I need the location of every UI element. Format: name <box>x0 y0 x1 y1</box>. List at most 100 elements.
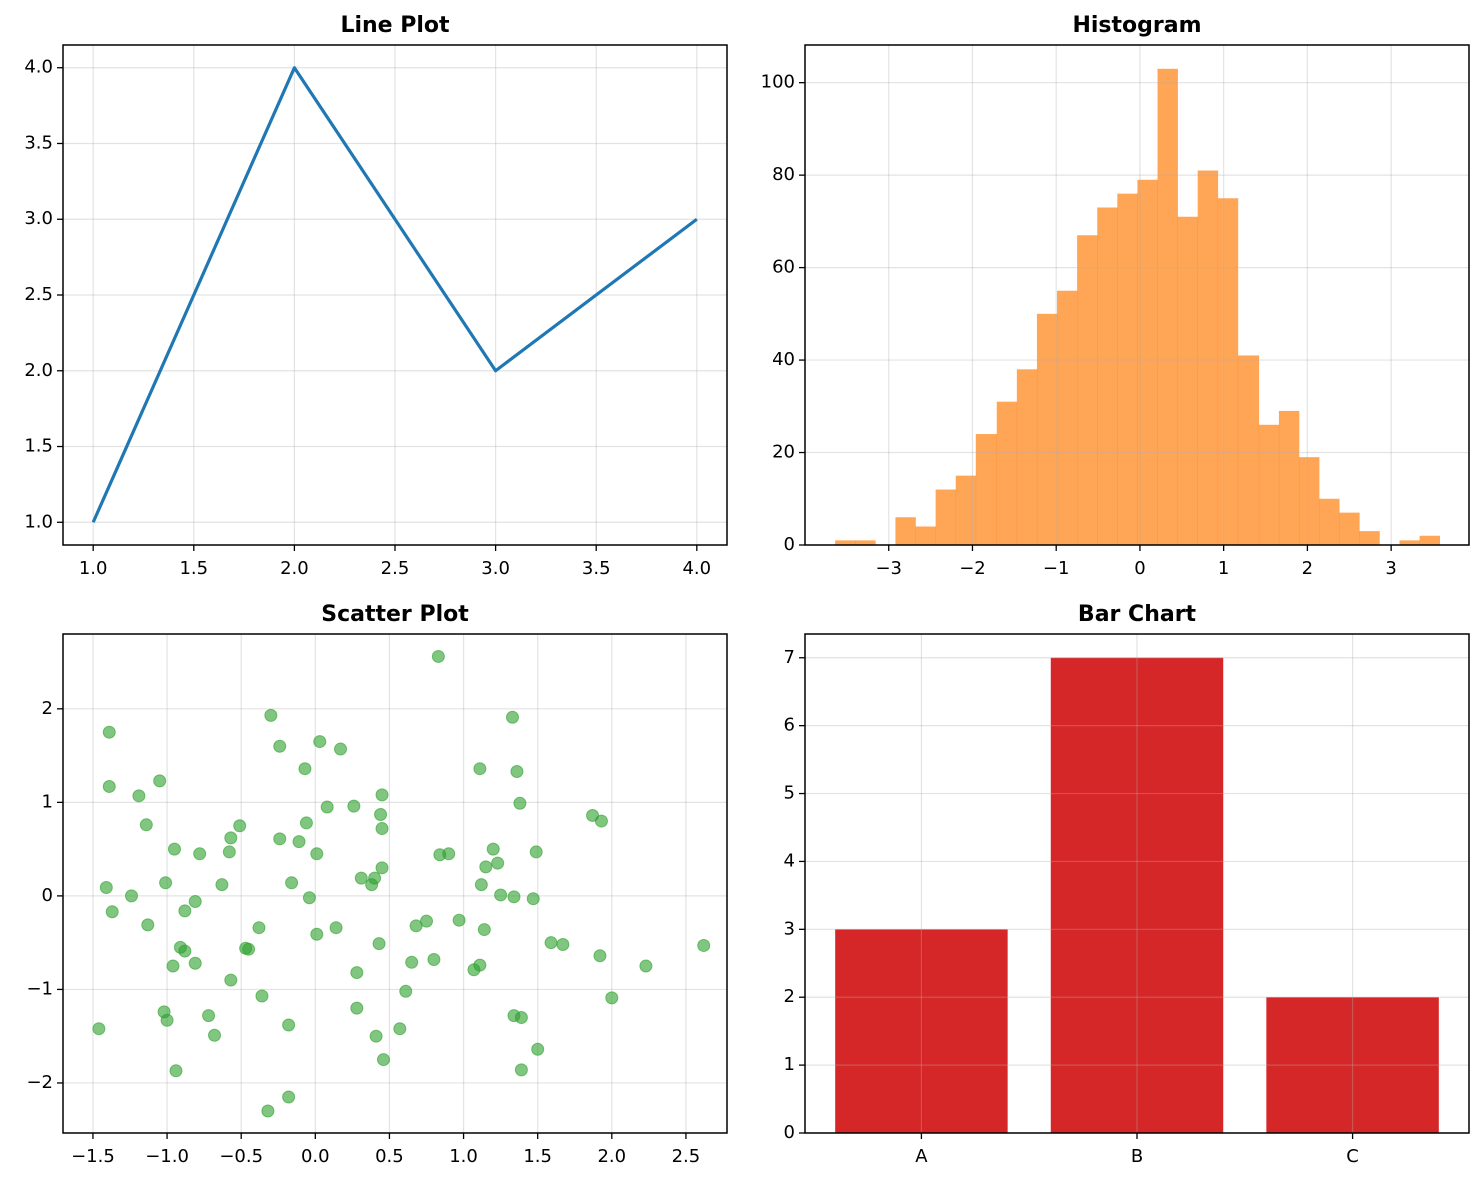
scatter-point <box>132 789 146 803</box>
scatter-point <box>510 764 524 778</box>
scatter-point <box>514 1063 528 1077</box>
scatter-point <box>224 973 238 987</box>
scatter-point <box>427 952 441 966</box>
y-tick-label: 80 <box>772 164 795 185</box>
histogram-bar <box>915 526 936 545</box>
histogram-bar <box>895 517 916 545</box>
scatter-point <box>178 904 192 918</box>
x-tick-label: −0.5 <box>219 1146 263 1167</box>
histogram-bar <box>1177 216 1199 545</box>
data-line <box>91 66 698 523</box>
histogram-bar <box>1399 540 1420 545</box>
x-tick-label: 1.5 <box>179 558 208 579</box>
scatter-point <box>202 1009 216 1023</box>
x-tick-label: 3.0 <box>481 558 510 579</box>
bar <box>1050 657 1224 1133</box>
bar <box>835 929 1008 1133</box>
scatter-point <box>491 856 505 870</box>
x-tick-label: 0 <box>1134 558 1145 579</box>
scatter-point <box>354 871 368 885</box>
x-tick-label: −1.5 <box>71 1146 115 1167</box>
scatter-point <box>513 796 527 810</box>
y-tick-label: 0 <box>784 1122 795 1143</box>
histogram-bar <box>1077 235 1098 545</box>
y-tick-label: 5 <box>784 783 795 804</box>
scatter-point <box>329 921 343 935</box>
scatter-point <box>302 891 316 905</box>
y-tick-label: 7 <box>784 647 795 668</box>
scatter-point <box>452 913 466 927</box>
scatter-point <box>375 788 389 802</box>
scatter-point <box>159 876 173 890</box>
scatter-point <box>375 822 389 836</box>
chart-title: Line Plot <box>340 13 450 38</box>
scatter-point <box>350 1001 364 1015</box>
scatter-point <box>141 918 155 932</box>
x-tick-label: −1.0 <box>145 1146 189 1167</box>
scatter-point <box>473 958 487 972</box>
scatter-point <box>369 1029 383 1043</box>
y-tick-label: −1 <box>26 978 53 999</box>
y-tick-label: 20 <box>772 442 795 463</box>
scatter-point <box>261 1104 275 1118</box>
histogram-bar <box>1197 170 1219 545</box>
scatter-point <box>639 959 653 973</box>
scatter-point <box>224 831 238 845</box>
scatter-point <box>208 1028 222 1042</box>
x-tick-label: 1 <box>1218 558 1229 579</box>
histogram-bar <box>1036 313 1058 545</box>
chart-title: Histogram <box>1072 13 1201 38</box>
scatter-point <box>273 832 287 846</box>
x-tick-label: 3 <box>1385 558 1396 579</box>
scatter-point <box>222 845 236 859</box>
scatter-point <box>431 649 445 663</box>
y-tick-label: 0 <box>784 534 795 555</box>
x-tick-label: 0.5 <box>375 1146 404 1167</box>
x-tick-label: 2 <box>1302 558 1313 579</box>
scatter-point <box>594 814 608 828</box>
scatter-point <box>139 818 153 832</box>
x-tick-label: −1 <box>1043 558 1070 579</box>
scatter-point <box>92 1022 106 1036</box>
histogram-bar <box>1217 198 1239 545</box>
scatter-point <box>169 1064 183 1078</box>
histogram-bar <box>1157 68 1178 546</box>
scatter-point <box>310 927 324 941</box>
scatter-point <box>420 914 434 928</box>
scatter-point <box>255 989 269 1003</box>
histogram-bar <box>1137 179 1158 545</box>
scatter-point <box>167 842 181 856</box>
scatter-point <box>264 708 278 722</box>
y-tick-label: 4.0 <box>24 57 53 78</box>
scatter-point <box>105 905 119 919</box>
scatter-point <box>529 845 543 859</box>
histogram-bar <box>996 401 1018 545</box>
x-tick-label: −3 <box>875 558 902 579</box>
scatter-point <box>593 949 607 963</box>
scatter-point <box>377 1053 391 1067</box>
scatter-point <box>160 1013 174 1027</box>
y-tick-label: 2.5 <box>24 284 53 305</box>
scatter-point <box>486 842 500 856</box>
scatter-point <box>252 921 266 935</box>
histogram-bar <box>1097 207 1118 545</box>
scatter-point <box>273 739 287 753</box>
y-tick-label: 40 <box>772 349 795 370</box>
scatter-point <box>507 890 521 904</box>
x-tick-label: 2.0 <box>280 558 309 579</box>
y-tick-label: 1 <box>42 791 53 812</box>
histogram-bar <box>1319 498 1340 545</box>
y-tick-label: 100 <box>761 72 795 93</box>
histogram-bar <box>1057 290 1078 545</box>
y-tick-label: 3 <box>784 918 795 939</box>
scatter-point <box>282 1018 296 1032</box>
histogram-bar <box>1237 355 1260 545</box>
y-tick-label: 60 <box>772 257 795 278</box>
histogram-bar <box>1299 457 1320 545</box>
histogram-bar <box>955 475 977 545</box>
y-tick-label: 2 <box>42 698 53 719</box>
scatter-point <box>505 710 519 724</box>
axes-frame <box>62 633 728 1134</box>
scatter-point <box>124 889 138 903</box>
